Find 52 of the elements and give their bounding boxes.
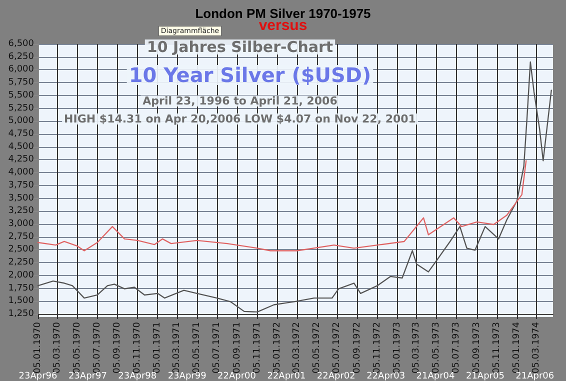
y-tick-label: 3,250 xyxy=(8,206,34,216)
annotation: HIGH $14.31 on Apr 20,2006 LOW $4.07 on Nov 22, 2001 xyxy=(64,112,416,126)
annotation: 10 Year Silver ($USD) xyxy=(128,63,372,87)
x2-tick-label: 21Apr05 xyxy=(466,372,504,381)
y-tick-label: 4,500 xyxy=(8,142,34,152)
y-tick-label: 6,250 xyxy=(8,52,34,62)
y-tick-label: 5,250 xyxy=(8,103,34,114)
x-tick-label: 05.03.1970 xyxy=(52,322,62,374)
x2-tick-label: 22Apr01 xyxy=(267,372,306,381)
x-tick-label: 05.05.1973 xyxy=(432,322,442,374)
x-tick-label: 05.05.1971 xyxy=(192,322,202,374)
line-series xyxy=(37,61,552,313)
x2-tick-label: 21Apr06 xyxy=(516,372,554,381)
y-tick-label: 5,750 xyxy=(8,78,34,88)
x2-tick-label: 23Apr96 xyxy=(18,372,58,381)
y-tick-label: 1,250 xyxy=(8,309,34,319)
y-tick-label: 6,500 xyxy=(8,39,34,49)
x-tick-label: 05.05.1972 xyxy=(312,322,322,374)
y-tick-label: 3,000 xyxy=(8,219,34,229)
y-tick-label: 2,250 xyxy=(8,258,34,268)
x2-tick-label: 22Apr00 xyxy=(218,372,256,381)
x2-tick-label: 23Apr97 xyxy=(68,372,107,381)
x2-tick-label: 21Apr04 xyxy=(416,372,456,381)
x2-tick-label: 23Apr99 xyxy=(168,372,207,381)
annotation: 10 Jahres Silber-Chart xyxy=(146,38,334,56)
y-tick-label: 5,000 xyxy=(8,116,34,126)
x-tick-label: 05.03.1973 xyxy=(412,322,422,374)
y-tick-label: 4,750 xyxy=(8,129,34,139)
y-tick-label: 3,500 xyxy=(8,193,34,204)
y-tick-label: 2,000 xyxy=(8,270,34,280)
x-tick-label: 05.11.1971 xyxy=(252,322,262,374)
y-tick-label: 2,750 xyxy=(8,232,34,242)
x-tick-label: 05.01.1974 xyxy=(512,322,522,374)
y-tick-label: 1,500 xyxy=(8,296,34,306)
y-tick-label: 4,000 xyxy=(8,168,34,178)
x2-tick-label: 22Apr03 xyxy=(366,372,406,381)
x-tick-label: 05.07.1973 xyxy=(452,322,462,374)
x-tick-label: 05.11.1970 xyxy=(132,322,143,374)
annotation: April 23, 1996 to April 21, 2006 xyxy=(142,94,338,108)
x-tick-label: 05.01.1970 xyxy=(33,322,43,374)
x2-tick-label: 23Apr98 xyxy=(118,372,157,381)
y-tick-label: 3,750 xyxy=(8,180,34,190)
x-tick-label: 05.09.1972 xyxy=(352,322,362,374)
x-tick-label: 05.01.1971 xyxy=(152,322,163,374)
y-tick-label: 1,750 xyxy=(8,283,34,294)
y-tick-label: 5,500 xyxy=(8,90,34,100)
x2-tick-label: 22Apr02 xyxy=(316,372,356,381)
y-tick-label: 4,250 xyxy=(8,154,34,165)
y-tick-label: 2,500 xyxy=(8,244,34,255)
x-tick-label: 05.03.1974 xyxy=(531,322,542,374)
y-tick-label: 6,000 xyxy=(8,64,34,75)
line-series xyxy=(37,160,527,252)
